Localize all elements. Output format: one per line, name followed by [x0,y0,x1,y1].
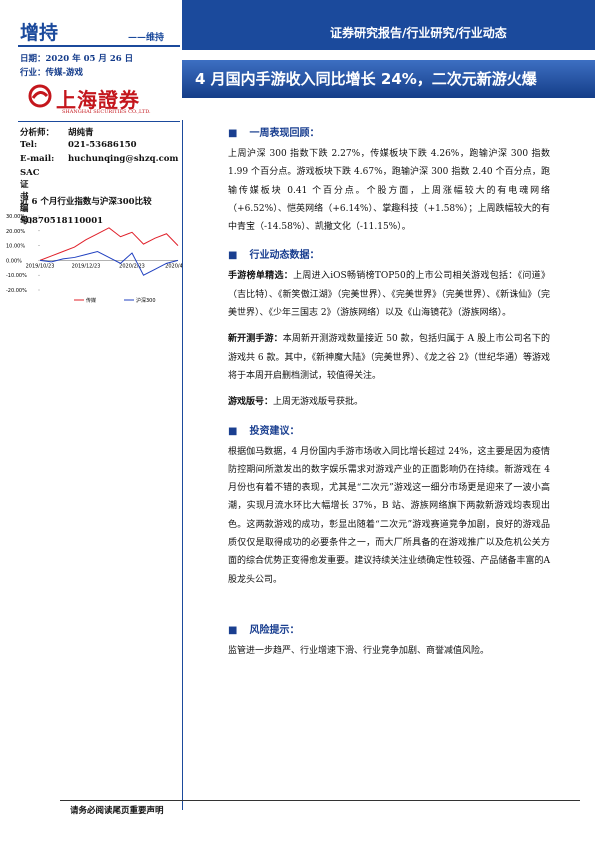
paragraph: 监管进一步趋严、行业增速下滑、行业竞争加剧、商誉减值风险。 [228,642,550,660]
logo-text: 上海證券 [56,88,140,112]
footer: 请务必阅读尾页重要声明 [70,806,164,816]
title-band [182,60,595,98]
text: 上周沪深 300 指数下跌 2.27%，传媒板块下跌 4.26%，跑输沪深 30… [228,149,550,233]
bullet: ■ [228,128,238,139]
x-tick-label: 2020/2/23 [119,263,145,269]
x-tick-label: 2019/12/23 [72,263,101,269]
value: S0870518110001 [20,216,104,226]
analyst-row: 分析师： 胡纯青 [20,126,178,140]
y-tick-label: -20.00% [6,288,27,294]
x-tick-label: 2019/10/23 [26,263,55,269]
label: E-mail: [20,154,55,164]
spacer [228,597,550,611]
section-heading: ■ 行业动态数据： [228,246,550,261]
value: huchunqing@shzq.com [68,154,179,164]
y-tick-label: 10.00% [6,244,25,250]
rule [18,121,180,122]
footer-rule [60,800,580,801]
text: 本周新开测游戏数量接近 50 款，包括归属于 A 股上市公司名下的游戏共 6 款… [228,334,550,381]
lead: 游戏版号： [228,397,274,408]
rating: 增持 [20,22,59,44]
date: 日期：2020 年 05 月 26 日 [20,54,134,64]
bullet: ■ [228,425,238,437]
x-tick-label: 2020/4/23 [165,263,182,269]
value: 021-53686150 [68,140,137,150]
paragraph: 游戏版号：上周无游戏版号获批。 [228,393,550,411]
text: 监管进一步趋严、行业增速下滑、行业竞争加剧、商誉减值风险。 [228,645,490,656]
analyst-row: Tel: 021-53686150 [20,140,178,154]
legend-label: 沪深300 [136,297,156,304]
text: 上周进入iOS畅销榜TOP50的上市公司相关游戏包括：《问道》（吉比特）、《新笑… [228,271,550,319]
label: Tel: [20,140,38,150]
logo-en: SHANGHAI SECURITIES CO.,LTD. [62,109,151,115]
paragraph: 手游榜单精选：上周进入iOS畅销榜TOP50的上市公司相关游戏包括：《问道》（吉… [228,267,550,322]
heading-text: 一周表现回顾： [249,128,320,139]
paragraph: 根据伽马数据，4 月份国内手游市场收入同比增长超过 24%，这主要是因为疫情防控… [228,443,550,589]
series-line [39,227,179,261]
section-heading: ■ 风险提示： [228,621,550,636]
y-tick-label: 0.00% [6,258,22,264]
legend-label: 传媒 [86,297,96,304]
divider [182,120,183,810]
industry: 行业：传媒-游戏 [20,68,84,78]
lead: 手游榜单精选： [228,271,294,282]
rating-prev: ——维持 [128,33,165,43]
lead: 新开测手游： [228,334,283,345]
series-line [39,250,179,276]
value: 胡纯青 [68,128,94,138]
logo-icon [28,84,52,108]
bullet: ■ [228,624,238,636]
heading-text: 投资建议： [249,425,300,437]
section-heading: ■ 一周表现回顾： [228,124,550,139]
text: 根据伽马数据，4 月份国内手游市场收入同比增长超过 24%，这主要是因为疫情防控… [228,446,550,585]
paragraph: 新开测手游：本周新开测游戏数量接近 50 款，包括归属于 A 股上市公司名下的游… [228,330,550,385]
analyst-row: E-mail: huchunqing@shzq.com [20,154,178,168]
header-band [182,0,595,50]
bullet: ■ [228,250,238,262]
heading-text: 行业动态数据： [249,250,320,262]
y-tick-label: 20.00% [6,229,25,235]
report-type: 证券研究报告/行业研究/行业动态 [330,26,507,40]
y-tick-label: 30.00% [6,214,25,220]
chart-title: 近 6 个月行业指数与沪深300比较 [20,197,152,207]
rule [18,45,180,47]
paragraph: 上周沪深 300 指数下跌 2.27%，传媒板块下跌 4.26%，跑输沪深 30… [228,145,550,236]
heading-text: 风险提示： [249,624,300,636]
body: ■ 一周表现回顾： 上周沪深 300 指数下跌 2.27%，传媒板块下跌 4.26%… [228,114,550,668]
analyst-row: SAC 证书编号：S0870518110001 [20,168,104,226]
chart: 30.00% 20.00% 10.00% 0.00% -10.00% -20.00% 201… [6,214,182,304]
text: 上周无游戏版号获批。 [273,397,364,408]
y-tick-label: -10.00% [6,273,27,279]
analyst: 分析师： 胡纯青 Tel: 021-53686150 E-mail: huchunqing… [20,126,178,226]
section-heading: ■ 投资建议： [228,422,550,437]
label: 分析师： [20,128,55,138]
report-title: 4 月国内手游收入同比增长 24%，二次元新游火爆 [195,70,537,88]
